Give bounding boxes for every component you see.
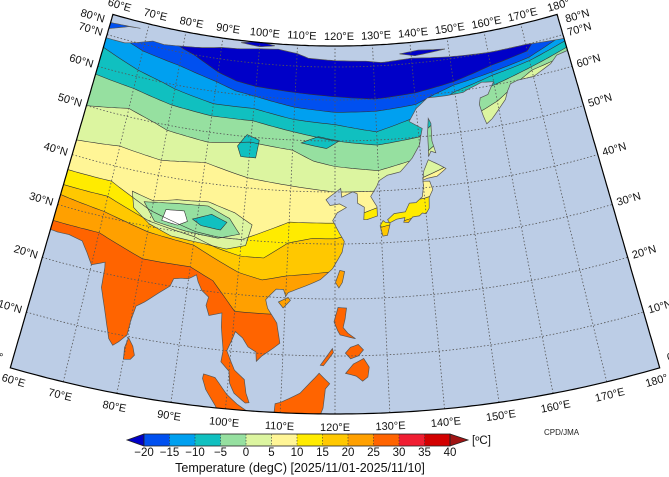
colorbar-segment xyxy=(169,434,195,446)
longitude-line xyxy=(409,42,445,409)
lon-label-bottom: 170°E xyxy=(594,386,626,405)
lon-label-top: 140°E xyxy=(398,26,429,41)
colorbar-segment xyxy=(220,434,246,446)
lat-label-left: 10°N xyxy=(0,298,23,316)
lat-label-right: 50°N xyxy=(587,91,614,109)
lon-label-bottom: 120°E xyxy=(320,422,350,434)
lat-label-right: 20°N xyxy=(631,243,658,261)
lat-label-right: 30°N xyxy=(615,190,642,208)
colorbar-tick-label: 15 xyxy=(316,447,329,459)
longitude-line xyxy=(62,23,150,382)
lon-label-bottom: 150°E xyxy=(485,408,516,424)
colorbar-unit: [ºC] xyxy=(472,435,491,447)
lon-label-bottom: 180° xyxy=(644,372,669,390)
colorbar-tick-label: −5 xyxy=(214,447,227,459)
lat-label-right: 0° xyxy=(666,350,669,364)
colorbar-segment xyxy=(348,434,374,446)
colorbar-tick-label: 30 xyxy=(393,447,406,459)
lon-label-bottom: 80°E xyxy=(101,399,127,415)
map-area xyxy=(10,14,660,415)
longitude-line xyxy=(446,38,500,403)
longitude-line xyxy=(116,31,187,394)
lon-label-top: 80°E xyxy=(179,15,205,31)
colorbar-tick-label: 25 xyxy=(367,447,380,459)
temperature-anomaly-region xyxy=(191,213,228,231)
colorbar-tick-label: −10 xyxy=(185,447,205,459)
lon-label-top: 150°E xyxy=(434,21,465,37)
lon-label-bottom: 90°E xyxy=(156,408,181,423)
colorbar-segment xyxy=(424,434,450,446)
colorbar-arrow-low xyxy=(125,433,145,447)
lat-label-left: 50°N xyxy=(56,91,83,109)
colorbar-tick-label: 20 xyxy=(342,447,355,459)
colorbar-tick-label: −15 xyxy=(160,447,180,459)
lat-label-left: 20°N xyxy=(12,243,39,261)
lon-label-top: 160°E xyxy=(471,14,503,31)
lat-label-left: 30°N xyxy=(28,190,55,208)
lon-label-top: 120°E xyxy=(324,31,354,43)
lon-label-top: 110°E xyxy=(287,29,317,42)
colorbar-segment xyxy=(399,434,425,446)
lon-label-top: 90°E xyxy=(215,21,240,36)
longitude-line xyxy=(279,45,298,413)
colorbar-segment xyxy=(322,434,348,446)
lon-label-top: 100°E xyxy=(249,26,280,41)
colorbar-segment xyxy=(373,434,399,446)
colorbar-segment xyxy=(297,434,323,446)
credit: CPD/JMA xyxy=(544,428,580,437)
lat-label-left: 0° xyxy=(0,350,4,364)
longitude-line xyxy=(225,42,261,409)
colorbar-segment xyxy=(246,434,272,446)
colorbar-tick-label: 35 xyxy=(418,447,431,459)
colorbar-tick-label: 40 xyxy=(444,447,457,459)
colorbar-segment xyxy=(271,434,297,446)
colorbar-arrow-high xyxy=(449,433,470,447)
lon-label-bottom: 70°E xyxy=(47,387,73,404)
lon-label-bottom: 100°E xyxy=(209,415,240,430)
lon-label-top: 60°E xyxy=(106,0,132,15)
lat-label-right: 40°N xyxy=(601,140,628,158)
colorbar-tick-label: −20 xyxy=(134,447,154,459)
temperature-anomaly-region xyxy=(237,134,260,159)
lon-label-bottom: 160°E xyxy=(540,398,572,415)
missing-data-area xyxy=(161,209,188,226)
lon-label-bottom: 140°E xyxy=(430,415,461,430)
graticule xyxy=(26,23,644,414)
lon-label-top: 70°E xyxy=(142,7,168,24)
coastlines xyxy=(27,22,587,415)
latitude-line xyxy=(42,256,628,300)
lat-label-right: 60°N xyxy=(575,52,602,70)
lon-label-bottom: 110°E xyxy=(265,420,295,433)
colorbar: −20 −15 −10 −5 0 5 10 15 20 25 30 35 40 xyxy=(125,433,470,459)
lon-label-top: 130°E xyxy=(361,29,392,42)
lat-label-left: 60°N xyxy=(68,52,95,70)
lat-label-left: 40°N xyxy=(42,140,69,158)
longitude-line xyxy=(372,45,391,413)
colorbar-tick-label: 0 xyxy=(243,447,249,459)
colorbar-title: Temperature (degC) [2025/11/01-2025/11/1… xyxy=(175,461,425,475)
latitude-line xyxy=(57,204,613,245)
colorbar-segment xyxy=(195,434,221,446)
longitude-line xyxy=(483,31,554,394)
map-frame xyxy=(9,13,661,415)
colorbar-tick-label: 5 xyxy=(268,447,274,459)
isotherm xyxy=(66,28,587,133)
latitude-line xyxy=(26,311,644,357)
lat-label-right: 10°N xyxy=(647,298,669,316)
longitude-line xyxy=(520,23,608,382)
longitude-line xyxy=(170,38,224,403)
lon-label-bottom: 60°E xyxy=(0,372,26,390)
colorbar-tick-label: 10 xyxy=(291,447,304,459)
colorbar-segment xyxy=(144,434,170,446)
lon-label-bottom: 130°E xyxy=(375,420,406,433)
